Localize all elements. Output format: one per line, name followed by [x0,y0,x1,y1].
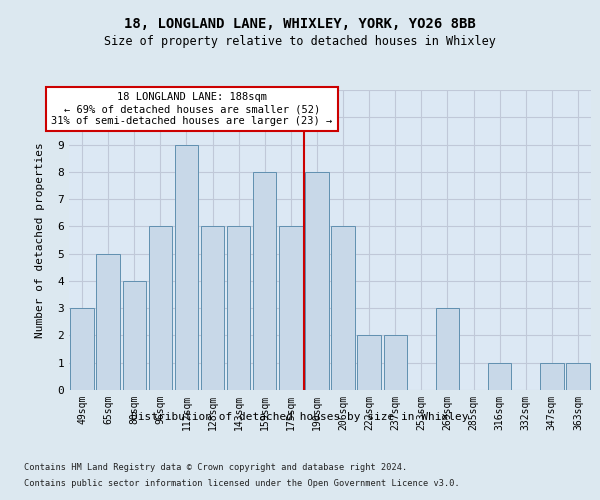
Bar [566,362,590,390]
Bar [70,308,94,390]
Bar [436,308,459,390]
Bar [227,226,250,390]
Text: 18, LONGLAND LANE, WHIXLEY, YORK, YO26 8BB: 18, LONGLAND LANE, WHIXLEY, YORK, YO26 8… [124,18,476,32]
Text: Distribution of detached houses by size in Whixley: Distribution of detached houses by size … [131,412,469,422]
Bar [331,226,355,390]
Bar [305,172,329,390]
Bar [488,362,511,390]
Bar [383,336,407,390]
Y-axis label: Number of detached properties: Number of detached properties [35,142,45,338]
Bar [253,172,277,390]
Bar [540,362,563,390]
Text: Size of property relative to detached houses in Whixley: Size of property relative to detached ho… [104,35,496,48]
Text: 18 LONGLAND LANE: 188sqm
← 69% of detached houses are smaller (52)
31% of semi-d: 18 LONGLAND LANE: 188sqm ← 69% of detach… [51,92,332,126]
Bar [149,226,172,390]
Bar [175,144,198,390]
Bar [122,281,146,390]
Bar [279,226,302,390]
Bar [97,254,120,390]
Text: Contains HM Land Registry data © Crown copyright and database right 2024.: Contains HM Land Registry data © Crown c… [24,462,407,471]
Bar [358,336,381,390]
Bar [201,226,224,390]
Text: Contains public sector information licensed under the Open Government Licence v3: Contains public sector information licen… [24,478,460,488]
